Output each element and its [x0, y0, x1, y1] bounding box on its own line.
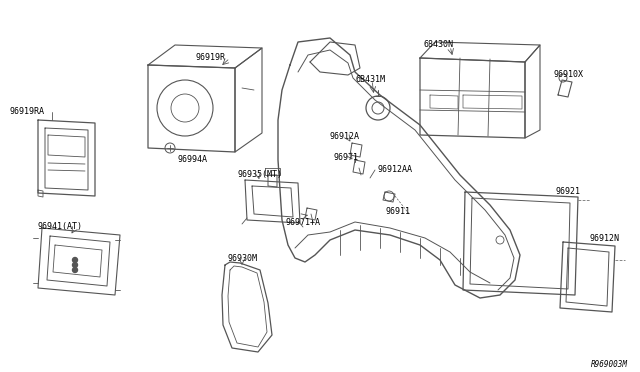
Text: 96910X: 96910X [553, 70, 583, 79]
Circle shape [72, 263, 77, 267]
Text: 96912A: 96912A [330, 132, 360, 141]
Text: 96941(AT): 96941(AT) [38, 222, 83, 231]
Text: 96919RA: 96919RA [10, 107, 45, 116]
Text: 96912N: 96912N [590, 234, 620, 243]
Text: 96930M: 96930M [228, 254, 258, 263]
Text: 6B431M: 6B431M [355, 75, 385, 84]
Text: 96921: 96921 [555, 187, 580, 196]
Circle shape [72, 257, 77, 263]
Circle shape [72, 267, 77, 273]
Text: 96911: 96911 [385, 207, 410, 216]
Text: 96971+A: 96971+A [285, 218, 320, 227]
Text: R969003M: R969003M [591, 360, 628, 369]
Text: 96994A: 96994A [178, 155, 208, 164]
Text: 96912AA: 96912AA [378, 165, 413, 174]
Text: 96935(MT): 96935(MT) [238, 170, 283, 179]
Text: 68430N: 68430N [424, 40, 454, 49]
Text: 96919R: 96919R [195, 53, 225, 62]
Text: 96971: 96971 [333, 153, 358, 162]
